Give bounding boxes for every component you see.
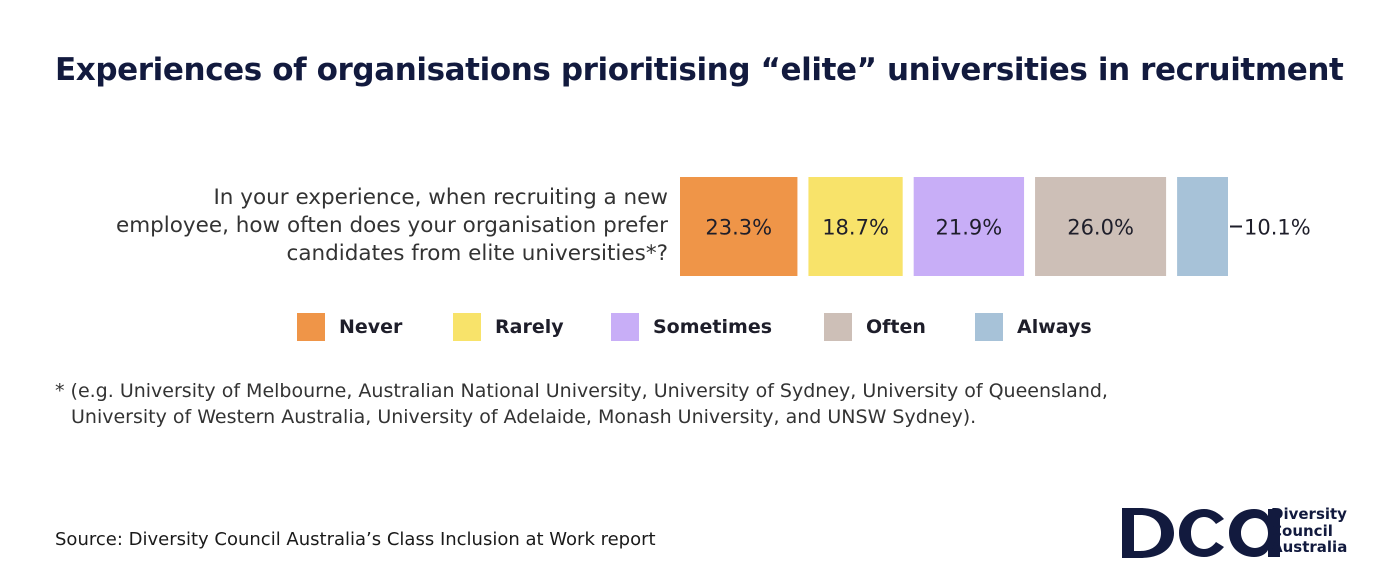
- bar-segment-rarely: [808, 177, 903, 276]
- legend-label-never: Never: [339, 316, 403, 338]
- logo-word-3: Australia: [1271, 538, 1348, 556]
- dca-logo-mark: [1122, 508, 1280, 558]
- legend-item-always: Always: [975, 312, 1092, 342]
- question-text: In your experience, when recruiting a ne…: [116, 184, 668, 268]
- legend-label-rarely: Rarely: [495, 316, 564, 338]
- legend-item-often: Often: [824, 312, 926, 342]
- chart-title: Experiences of organisations prioritisin…: [55, 52, 1344, 88]
- legend-label-always: Always: [1017, 316, 1092, 338]
- footnote-line-2: University of Western Australia, Univers…: [71, 406, 977, 428]
- data-label-always: 10.1%: [1244, 216, 1311, 240]
- data-label-sometimes: 21.9%: [936, 216, 1003, 240]
- question-line-3: candidates from elite universities*?: [286, 241, 668, 266]
- logo-wordmark: Diversity Council Australia: [1271, 506, 1347, 556]
- legend-item-sometimes: Sometimes: [611, 312, 772, 342]
- legend-swatch-always: [975, 313, 1003, 341]
- legend-swatch-sometimes: [611, 313, 639, 341]
- bar-segment-often: [1035, 177, 1167, 276]
- footnote-line-1: * (e.g. University of Melbourne, Austral…: [55, 380, 1108, 402]
- bar-segment-sometimes: [913, 177, 1025, 276]
- bar-segment-always: [1177, 177, 1228, 276]
- question-line-1: In your experience, when recruiting a ne…: [213, 185, 668, 210]
- source-note: Source: Diversity Council Australia’s Cl…: [55, 529, 656, 550]
- legend-swatch-often: [824, 313, 852, 341]
- question-line-2: employee, how often does your organisati…: [115, 213, 668, 238]
- data-label-often: 26.0%: [1067, 216, 1134, 240]
- legend-swatch-never: [297, 313, 325, 341]
- legend-item-rarely: Rarely: [453, 312, 564, 342]
- legend-label-often: Often: [866, 316, 926, 338]
- logo-word-2: Council: [1271, 521, 1333, 540]
- logo-word-1: Diversity: [1271, 505, 1347, 523]
- legend-item-never: Never: [297, 312, 402, 342]
- bar-segment-never: [680, 177, 798, 276]
- dca-logo: [1122, 508, 1280, 558]
- legend-swatch-rarely: [453, 313, 481, 341]
- data-label-never: 23.3%: [705, 216, 772, 240]
- data-label-rarely: 18.7%: [822, 216, 889, 240]
- stacked-bar-chart: 23.3% 18.7% 21.9% 26.0% 10.1%: [680, 177, 1311, 276]
- legend-label-sometimes: Sometimes: [653, 316, 773, 338]
- footnote: * (e.g. University of Melbourne, Austral…: [55, 378, 1108, 430]
